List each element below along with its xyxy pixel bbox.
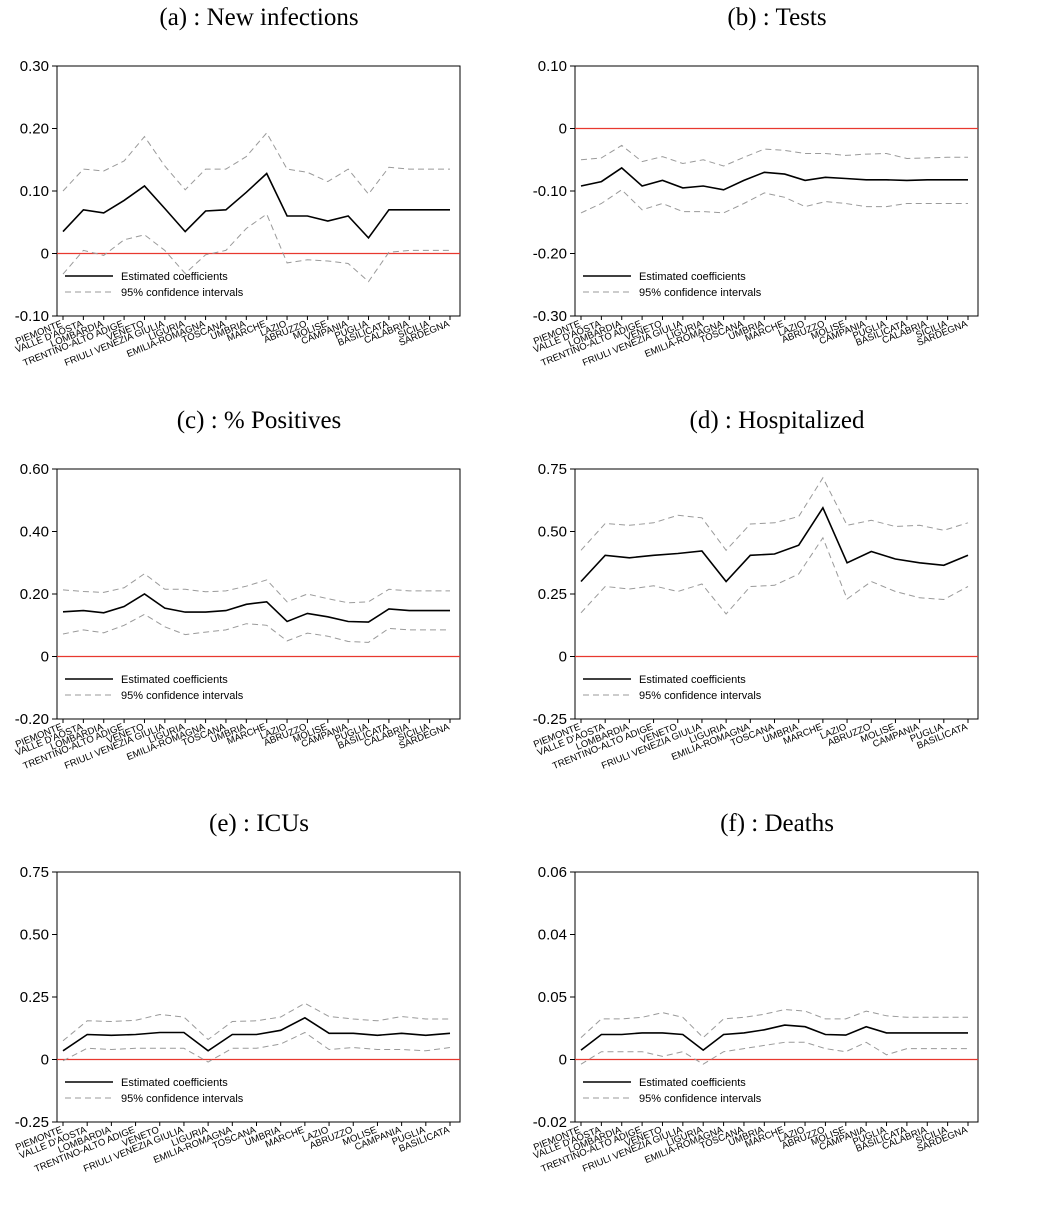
y-tick-label: 0.50 <box>538 524 567 541</box>
series-line-ci-upper <box>580 476 969 552</box>
legend-label-ci: 95% confidence intervals <box>121 1093 244 1105</box>
series-line-ci-lower <box>580 536 969 615</box>
series-line-ci-upper <box>580 144 968 167</box>
plot-frame <box>56 871 461 1123</box>
series-line-ci-lower <box>62 1031 451 1063</box>
series-line-estimated <box>62 172 450 240</box>
y-tick-label: 0.40 <box>20 524 49 541</box>
chart-title: (a) : New infections <box>159 4 359 31</box>
series-line-ci-upper <box>62 573 450 604</box>
legend-label-ci: 95% confidence intervals <box>121 287 244 299</box>
chart-title: (c) : % Positives <box>176 407 342 434</box>
series-line-estimated <box>580 166 968 191</box>
chart-title: (e) : ICUs <box>209 810 309 837</box>
y-tick-label: 0.75 <box>538 461 567 478</box>
y-tick-label: -0.25 <box>15 1114 49 1131</box>
y-tick-label: 0 <box>41 246 49 263</box>
series-line-ci-upper <box>62 1002 450 1042</box>
y-tick-label: 0.25 <box>20 989 49 1006</box>
plot-frame <box>574 65 979 317</box>
series-line-ci-lower <box>580 1041 968 1065</box>
chart-title: (f) : Deaths <box>720 810 834 837</box>
y-tick-label: 0.75 <box>20 864 49 881</box>
y-tick-label: 0.30 <box>20 58 49 75</box>
panel-deaths: (f) : Deaths -0.02 0 0.05 0.04 0.06 PIEMONTE V… <box>518 806 1036 1209</box>
y-tick-label: -0.10 <box>533 183 567 200</box>
y-tick-label: -0.02 <box>533 1114 567 1131</box>
series-line-ci-upper <box>62 132 450 195</box>
y-tick-label: 0.50 <box>20 927 49 944</box>
panel-hospitalized: (d) : Hospitalized -0.25 0 0.25 0.50 0.75 PIE… <box>518 403 1036 806</box>
series-line-estimated <box>580 506 969 583</box>
legend-label-ci: 95% confidence intervals <box>121 690 244 702</box>
y-tick-label: -0.30 <box>533 308 567 325</box>
y-tick-label: 0 <box>559 649 567 666</box>
y-tick-label: 0.04 <box>538 927 567 944</box>
legend-label-estimated: Estimated coefficients <box>639 1077 746 1089</box>
legend-label-estimated: Estimated coefficients <box>121 271 228 283</box>
y-tick-label: 0.10 <box>538 58 567 75</box>
y-tick-label: 0.06 <box>538 864 567 881</box>
series-line-ci-lower <box>62 613 450 643</box>
y-tick-label: 0.05 <box>538 989 567 1006</box>
y-tick-label: -0.10 <box>15 308 49 325</box>
panel-new-infections: (a) : New infections -0.10 0 0.10 0.20 0.30 P… <box>0 0 518 403</box>
y-tick-label: -0.20 <box>533 246 567 263</box>
legend-label-estimated: Estimated coefficients <box>639 271 746 283</box>
y-tick-label: 0.20 <box>20 586 49 603</box>
series-line-estimated <box>62 593 450 623</box>
series-line-ci-lower <box>580 189 968 214</box>
legend-label-ci: 95% confidence intervals <box>639 690 762 702</box>
chart-title: (b) : Tests <box>727 4 827 31</box>
legend-label-ci: 95% confidence intervals <box>639 1093 762 1105</box>
chart-title: (d) : Hospitalized <box>689 407 865 434</box>
plot-frame <box>56 65 461 317</box>
panel-positives: (c) : % Positives -0.20 0 0.20 0.40 0.60 PIEM… <box>0 403 518 806</box>
y-tick-label: 0.20 <box>20 121 49 138</box>
y-tick-label: 0.25 <box>538 586 567 603</box>
y-tick-label: 0 <box>559 121 567 138</box>
plot-frame <box>56 468 461 720</box>
y-tick-label: -0.25 <box>533 711 567 728</box>
legend-label-ci: 95% confidence intervals <box>639 287 762 299</box>
plot-frame <box>574 468 979 720</box>
panel-tests: (b) : Tests -0.30 -0.20 -0.10 0 0.10 PIEMONTE… <box>518 0 1036 403</box>
y-tick-label: 0 <box>559 1052 567 1069</box>
y-tick-label: 0.10 <box>20 183 49 200</box>
y-tick-label: -0.20 <box>15 711 49 728</box>
series-line-estimated <box>62 1016 451 1052</box>
series-line-ci-lower <box>62 213 450 283</box>
y-tick-label: 0.60 <box>20 461 49 478</box>
series-line-ci-upper <box>580 1008 968 1039</box>
panel-icus: (e) : ICUs -0.25 0 0.25 0.50 0.75 PIEMONTE VAL… <box>0 806 518 1209</box>
y-tick-label: 0 <box>41 1052 49 1069</box>
series-line-estimated <box>580 1024 968 1052</box>
y-tick-label: 0 <box>41 649 49 666</box>
legend-label-estimated: Estimated coefficients <box>639 674 746 686</box>
plot-frame <box>574 871 979 1123</box>
legend-label-estimated: Estimated coefficients <box>121 1077 228 1089</box>
legend-label-estimated: Estimated coefficients <box>121 674 228 686</box>
